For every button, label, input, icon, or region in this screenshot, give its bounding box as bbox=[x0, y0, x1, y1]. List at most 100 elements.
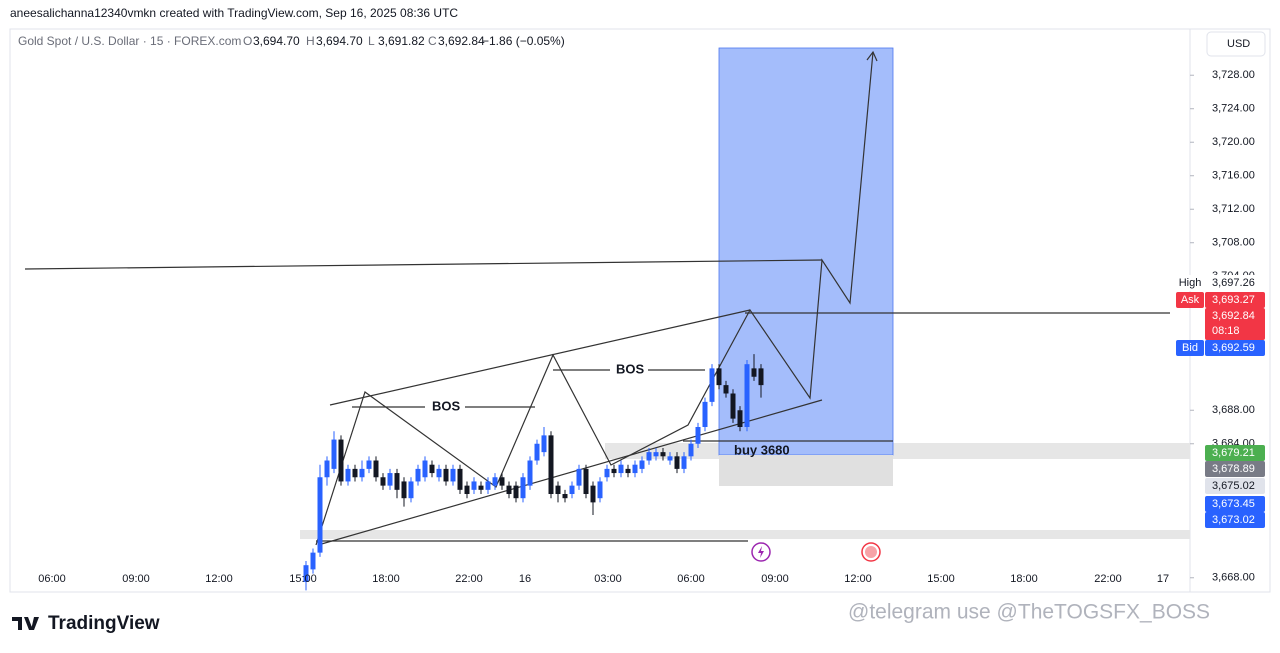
candle-body bbox=[464, 485, 470, 495]
candle-body bbox=[730, 393, 736, 419]
candle-body bbox=[723, 385, 729, 394]
tag-box bbox=[1205, 445, 1265, 461]
time-axis: 06:00 09:00 12:00 15:00 18:00 22:00 16 03:00 06:… bbox=[38, 573, 1169, 585]
candle-body bbox=[401, 481, 407, 499]
candle-body bbox=[639, 460, 645, 469]
candle-body bbox=[583, 468, 589, 495]
tag-name: Ask bbox=[1181, 294, 1200, 306]
candle-body bbox=[387, 473, 393, 486]
tag-label: 3,675.02 bbox=[1212, 480, 1255, 492]
tag-box bbox=[1205, 292, 1265, 308]
currency-button[interactable] bbox=[1206, 31, 1266, 57]
tag-box bbox=[1205, 478, 1265, 494]
tag-label: 3,678.89 bbox=[1212, 463, 1255, 475]
ohlc-value: C bbox=[428, 34, 437, 48]
y-tick-label: 3,708.00 bbox=[1212, 237, 1255, 249]
candle-body bbox=[527, 460, 533, 486]
tag-name: High bbox=[1179, 277, 1202, 289]
tag-name: Bid bbox=[1182, 342, 1198, 354]
candle-body bbox=[499, 477, 505, 486]
candle-body bbox=[380, 477, 386, 486]
candle-body bbox=[485, 481, 491, 490]
x-tick-label: 06:00 bbox=[677, 573, 705, 585]
symbol-text: Gold Spot / U.S. Dollar · 15 · FOREX.com bbox=[18, 34, 241, 48]
candle-body bbox=[667, 456, 673, 461]
ohlc-legend: O 3,694.70 H 3,694.70 L 3,691.82 C 3,692.84−1.8… bbox=[243, 34, 565, 48]
candle-body bbox=[590, 485, 596, 503]
y-tick-label: 3,688.00 bbox=[1212, 404, 1255, 416]
ohlc-value: 3,694.70 bbox=[253, 34, 300, 48]
plot bbox=[303, 354, 764, 591]
tag-label: 3,692.84 bbox=[1212, 310, 1255, 322]
candle-body bbox=[758, 368, 764, 386]
tag-box bbox=[1205, 512, 1265, 528]
header-text: aneesalichanna12340vmkn created with Tra… bbox=[10, 6, 458, 20]
candle-body bbox=[751, 368, 757, 377]
candle-body bbox=[366, 460, 372, 469]
candle-body bbox=[436, 468, 442, 478]
tag-name-box bbox=[1176, 340, 1204, 356]
candle-body bbox=[520, 477, 526, 499]
candle-body bbox=[604, 468, 610, 478]
stop-box bbox=[719, 455, 893, 486]
candle-body bbox=[660, 452, 666, 457]
tag-label: 3,679.21 bbox=[1212, 447, 1255, 459]
candle-body bbox=[632, 464, 638, 474]
candle-body bbox=[688, 443, 694, 457]
candle-body bbox=[492, 477, 498, 486]
annotation: buy 3680 bbox=[734, 442, 790, 457]
tag-label: 3,697.26 bbox=[1212, 277, 1255, 289]
chart-frame bbox=[9, 28, 1271, 593]
drawings bbox=[24, 50, 1170, 546]
candle-body bbox=[429, 464, 435, 474]
candle-body bbox=[653, 452, 659, 457]
annotation: BOS bbox=[432, 398, 461, 413]
candle-body bbox=[555, 485, 561, 495]
tag-box bbox=[1205, 275, 1265, 291]
candle-body bbox=[534, 443, 540, 461]
candle-body bbox=[744, 364, 750, 428]
tag-box bbox=[1205, 461, 1265, 477]
ohlc-value: 3,694.70 bbox=[316, 34, 363, 48]
tag-label: 3,692.59 bbox=[1212, 342, 1255, 354]
candle-body bbox=[338, 439, 344, 482]
candle-body bbox=[695, 427, 701, 444]
price-tags: High 3,697.26 Ask 3,693.27 3,692.84 08:18 Bid 3… bbox=[1176, 275, 1265, 528]
ohlc-value: H bbox=[306, 34, 315, 48]
x-tick-label: 18:00 bbox=[1010, 573, 1038, 585]
candle-body bbox=[597, 481, 603, 499]
x-tick-label: 16 bbox=[519, 573, 531, 585]
candle-body bbox=[674, 456, 680, 469]
tag-box bbox=[1205, 340, 1265, 356]
tag-countdown: 08:18 bbox=[1212, 325, 1240, 337]
ohlc-value: O bbox=[243, 34, 252, 48]
candle-body bbox=[331, 439, 337, 469]
y-tick-label: 3,716.00 bbox=[1212, 170, 1255, 182]
candle-body bbox=[646, 452, 652, 461]
tag-label: 3,673.02 bbox=[1212, 514, 1255, 526]
annotation: BOS bbox=[616, 361, 645, 376]
candle-body bbox=[625, 468, 631, 474]
candle-body bbox=[408, 481, 414, 499]
candle-body bbox=[303, 565, 309, 582]
x-tick-label: 15:00 bbox=[289, 573, 317, 585]
candle-body bbox=[373, 460, 379, 478]
candle-body bbox=[471, 481, 477, 490]
candle-body bbox=[702, 401, 708, 428]
candle-body bbox=[359, 468, 365, 478]
event-icon-glyph bbox=[758, 546, 764, 558]
x-tick-label: 15:00 bbox=[927, 573, 955, 585]
candle-body bbox=[548, 435, 554, 495]
candle-body bbox=[576, 468, 582, 486]
candle-body bbox=[324, 460, 330, 478]
x-tick-label: 09:00 bbox=[761, 573, 789, 585]
candle-body bbox=[443, 468, 449, 482]
candle-body bbox=[569, 485, 575, 495]
brand-logo bbox=[12, 617, 39, 630]
currency-label: USD bbox=[1227, 38, 1250, 50]
candle-body bbox=[709, 368, 715, 402]
candle-body bbox=[457, 468, 463, 490]
tag-name-box bbox=[1176, 275, 1204, 291]
